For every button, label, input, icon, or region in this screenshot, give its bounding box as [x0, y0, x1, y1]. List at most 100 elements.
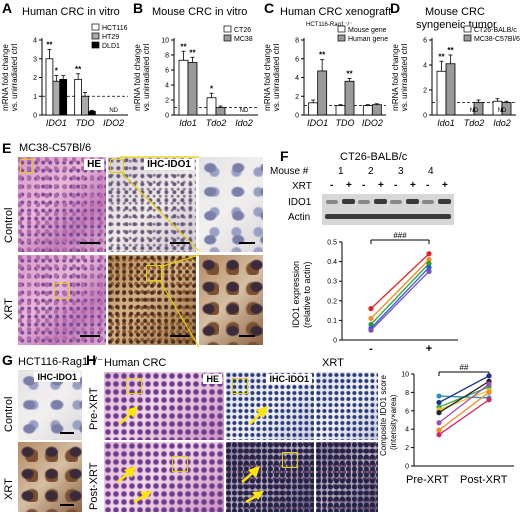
panel-letter-d: D	[390, 0, 401, 16]
panel-c-subtitle: HCT116-Rag1⁻/⁻	[306, 22, 353, 28]
panel-d-title-1: Mouse CRC	[425, 6, 485, 18]
scale-bar	[60, 504, 74, 506]
mouse-4: 4	[428, 166, 434, 177]
y-tick-label: 0.5	[327, 240, 337, 247]
series-line	[370, 270, 430, 331]
x-tick-label: IDO1	[307, 118, 328, 128]
bar	[445, 63, 456, 116]
data-point	[486, 397, 492, 403]
data-point	[436, 427, 442, 433]
legend-swatch	[337, 34, 346, 42]
significance-mark: **	[189, 48, 196, 57]
y-axis-label: mRNA fold change	[133, 44, 142, 111]
y-tick-label: 0	[295, 113, 299, 120]
panel-e-row-control: Control	[3, 207, 15, 243]
data-point	[436, 420, 442, 426]
legend-swatch	[463, 34, 472, 42]
xrt-state-2: -	[362, 180, 366, 191]
y-tick-label: 4	[165, 83, 169, 90]
legend-label: MC38-C57Bl/6	[474, 36, 520, 43]
y-tick-label: 0	[423, 113, 427, 120]
legend-label: Mouse gene	[348, 27, 387, 34]
bar	[178, 59, 189, 116]
bar	[187, 62, 198, 116]
y-tick-label: 2	[165, 98, 169, 105]
panel-f-chart: 0 0.1 0.2 0.3 0.4 0.5 ### - +	[327, 231, 458, 355]
ihc-label: IHC-IDO1	[144, 159, 194, 170]
y-tick-label: 10	[401, 372, 409, 379]
y-axis-label: mRNA fold change	[1, 44, 10, 111]
data-point	[436, 432, 442, 438]
x-tick-label: Tdo2	[206, 118, 227, 128]
panel-d-title-2: syngeneic tumor	[416, 19, 497, 31]
xrt-state-7: +	[442, 180, 448, 191]
ihc-control-image: IHC-IDO1	[108, 157, 196, 252]
x-tick-label: Tdo2	[464, 118, 485, 128]
panel-c-chart: mRNA fold change vs. unirradiated ctrl 0 2 4…	[263, 25, 388, 128]
series-line	[438, 375, 490, 404]
y-axis-label: vs. unirradiated ctrl	[272, 43, 281, 111]
scale-bar	[170, 335, 190, 337]
panel-a-chart: mRNA fold change vs. unirradiated ctrl 0 1 2…	[1, 23, 128, 128]
bar	[81, 95, 89, 116]
y-tick-label: 2	[423, 88, 427, 95]
y-tick-label: 1	[33, 94, 37, 101]
y-tick-label: 4	[423, 63, 427, 70]
data-point	[426, 268, 432, 274]
x-tick-label: IDO2	[103, 118, 124, 128]
panel-a-title: Human CRC in vitro	[22, 6, 120, 18]
y-tick-label: 8	[295, 38, 299, 45]
legend-swatch	[223, 25, 232, 33]
x-tick-label: TDO	[336, 118, 355, 128]
x-tick-label: Ido1	[179, 118, 197, 128]
legend-swatch	[91, 32, 100, 40]
data-point	[426, 260, 432, 267]
legend-label: Human gene	[348, 36, 388, 43]
y-tick-label: 6	[423, 38, 427, 45]
significance-mark: **	[319, 51, 326, 60]
series-line	[438, 391, 490, 431]
legend-label: HCT116	[102, 25, 128, 32]
ihc-xrt-image	[108, 255, 196, 345]
zoom-region-box	[282, 452, 298, 468]
significance-mark: *	[55, 67, 59, 76]
ido1-band-label: IDO1	[288, 197, 312, 208]
nd-label: ND	[240, 108, 249, 114]
g-control-image: IHC-IDO1	[18, 370, 82, 440]
y-tick-label: 0.1	[327, 318, 337, 325]
significance-mark: **	[46, 40, 53, 49]
ihc-xrt-zoom	[199, 255, 263, 345]
g-xrt-image	[18, 442, 82, 512]
zoom-region-box	[172, 456, 188, 472]
bar	[88, 110, 96, 116]
y-tick-label: 8	[165, 53, 169, 60]
y-axis-label: vs. unirradiated ctrl	[10, 43, 19, 111]
y-axis-label: mRNA fold change	[263, 44, 272, 111]
legend-label: CT26-BALB/c	[474, 27, 517, 34]
y-tick-label: 10	[161, 38, 169, 45]
zoom-region-box	[126, 378, 142, 394]
data-point	[436, 393, 442, 399]
zoom-region-box	[20, 159, 34, 173]
bar	[59, 78, 68, 116]
panel-h-ylabel-1: Composite IDO1 score	[379, 375, 388, 456]
xrt-label: XRT	[292, 181, 312, 192]
bar	[335, 105, 346, 116]
zoom-connector-lines	[119, 156, 200, 348]
x-tick-label: +	[426, 343, 432, 355]
y-tick-label: 0	[333, 338, 337, 345]
data-point	[426, 264, 432, 271]
data-point	[426, 251, 432, 257]
data-point	[368, 315, 374, 322]
xrt-state-1: +	[346, 180, 352, 191]
xrt-states-row: - + - + - + - +	[326, 180, 451, 192]
h-x-post: Post-XRT	[460, 474, 508, 486]
y-tick-label: 4	[295, 75, 299, 82]
ihc-control-zoom	[199, 157, 263, 252]
xrt-state-6: -	[426, 180, 430, 191]
h-ihc-post-zoom	[316, 442, 378, 512]
bar	[317, 70, 328, 116]
y-axis-label: vs. unirradiated ctrl	[142, 43, 151, 111]
y-tick-label: 6	[165, 68, 169, 75]
legend-swatch	[463, 25, 472, 33]
